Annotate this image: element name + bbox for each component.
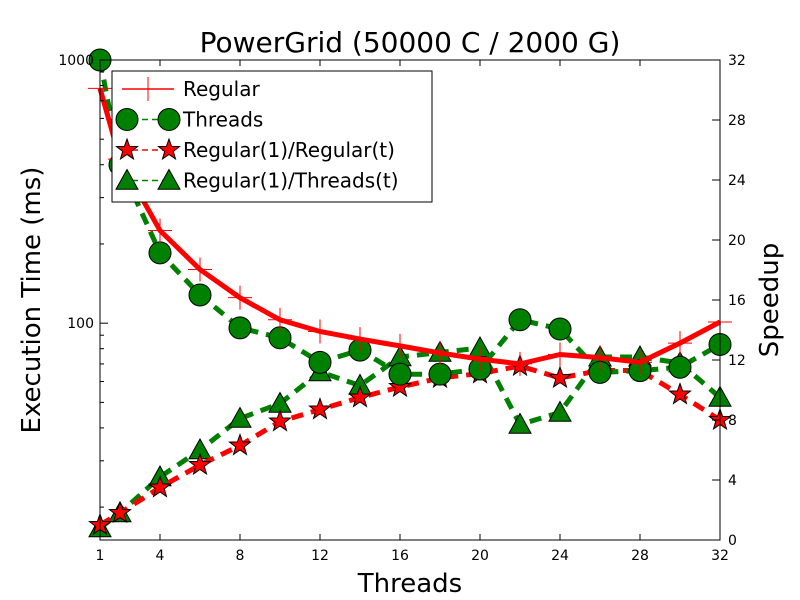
x-tick-label: 24 xyxy=(551,548,569,564)
data-point xyxy=(548,365,572,389)
legend-label: Regular(1)/Threads(t) xyxy=(183,169,399,193)
y-right-tick-label: 4 xyxy=(728,473,737,489)
data-point xyxy=(108,500,132,524)
x-tick-label: 16 xyxy=(391,548,409,564)
x-tick-label: 4 xyxy=(156,548,165,564)
y-axis-left-label: Execution Time (ms) xyxy=(17,167,47,434)
data-point xyxy=(308,396,332,420)
legend-marker xyxy=(115,137,139,161)
legend-entry: Regular xyxy=(122,77,260,101)
data-point xyxy=(148,218,172,243)
data-point xyxy=(308,350,332,374)
y-axis-right-label: Speedup xyxy=(755,243,785,358)
x-axis-label: Threads xyxy=(357,569,462,599)
data-point xyxy=(668,331,692,356)
y-right-tick-label: 20 xyxy=(728,233,746,249)
data-point xyxy=(308,319,332,344)
legend-marker xyxy=(115,108,139,131)
data-point xyxy=(428,341,452,366)
legend-label: Regular(1)/Regular(t) xyxy=(183,138,395,162)
y-left-tick-label: 1000 xyxy=(58,53,94,69)
series-line xyxy=(98,363,722,528)
legend-marker xyxy=(115,168,139,190)
x-tick-label: 28 xyxy=(631,548,649,564)
legend-entry: Threads xyxy=(115,108,263,132)
data-point xyxy=(348,384,372,408)
data-point xyxy=(388,374,412,398)
data-point xyxy=(508,412,532,434)
data-point xyxy=(668,381,692,405)
x-tick-label: 8 xyxy=(236,548,245,564)
legend-marker xyxy=(157,168,181,190)
data-point xyxy=(388,362,412,386)
y-right-tick-label: 16 xyxy=(728,293,746,309)
legend-label: Regular xyxy=(183,77,260,101)
data-point xyxy=(468,347,492,372)
data-point xyxy=(268,408,292,432)
data-point xyxy=(148,474,172,498)
legend-entry: Regular(1)/Regular(t) xyxy=(115,137,395,162)
x-tick-label: 1 xyxy=(96,548,105,564)
y-left-tick-label: 100 xyxy=(67,316,94,332)
y-right-tick-label: 24 xyxy=(728,173,746,189)
data-point xyxy=(348,327,372,352)
data-point xyxy=(548,400,572,422)
data-point xyxy=(508,308,532,332)
data-point xyxy=(188,283,212,307)
data-point xyxy=(188,452,212,476)
y-right-tick-label: 0 xyxy=(728,533,737,549)
plot-area xyxy=(88,48,732,541)
legend: Regular Threads Regular(1)/Regular(t) Regul… xyxy=(111,70,433,203)
data-point xyxy=(548,342,572,367)
data-point xyxy=(228,432,252,456)
y-right-tick-label: 12 xyxy=(728,353,746,369)
data-point xyxy=(428,362,452,386)
data-point xyxy=(668,355,692,379)
legend-marker xyxy=(157,137,181,161)
data-point xyxy=(228,285,252,310)
data-point xyxy=(548,317,572,341)
y-right-tick-label: 8 xyxy=(728,413,737,429)
x-tick-label: 32 xyxy=(711,548,729,564)
legend-entry: Regular(1)/Threads(t) xyxy=(115,168,399,193)
axis-ticks: 1 4 8 12 16 20 24 28 32 100 1000 0 4 8 12 16 20 24 28 32 xyxy=(58,53,746,564)
series-threads xyxy=(88,48,732,386)
legend-label: Threads xyxy=(182,108,263,132)
data-point xyxy=(628,350,652,375)
y-right-tick-label: 32 xyxy=(728,53,746,69)
data-point xyxy=(588,345,612,370)
data-point xyxy=(228,406,252,428)
legend-marker xyxy=(136,77,160,101)
data-point xyxy=(188,257,212,282)
legend-marker xyxy=(157,108,181,131)
chart-title: PowerGrid (50000 C / 2000 G) xyxy=(200,26,621,59)
data-point xyxy=(508,351,532,376)
data-point xyxy=(268,307,292,332)
x-tick-label: 20 xyxy=(471,548,489,564)
data-point xyxy=(148,241,172,265)
y-right-tick-label: 28 xyxy=(728,113,746,129)
x-tick-label: 12 xyxy=(311,548,329,564)
data-point xyxy=(228,316,252,340)
data-point xyxy=(388,333,412,358)
series-regular-1-regular-t- xyxy=(88,353,732,536)
